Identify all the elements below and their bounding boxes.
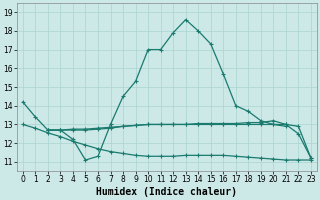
X-axis label: Humidex (Indice chaleur): Humidex (Indice chaleur) bbox=[96, 187, 237, 197]
